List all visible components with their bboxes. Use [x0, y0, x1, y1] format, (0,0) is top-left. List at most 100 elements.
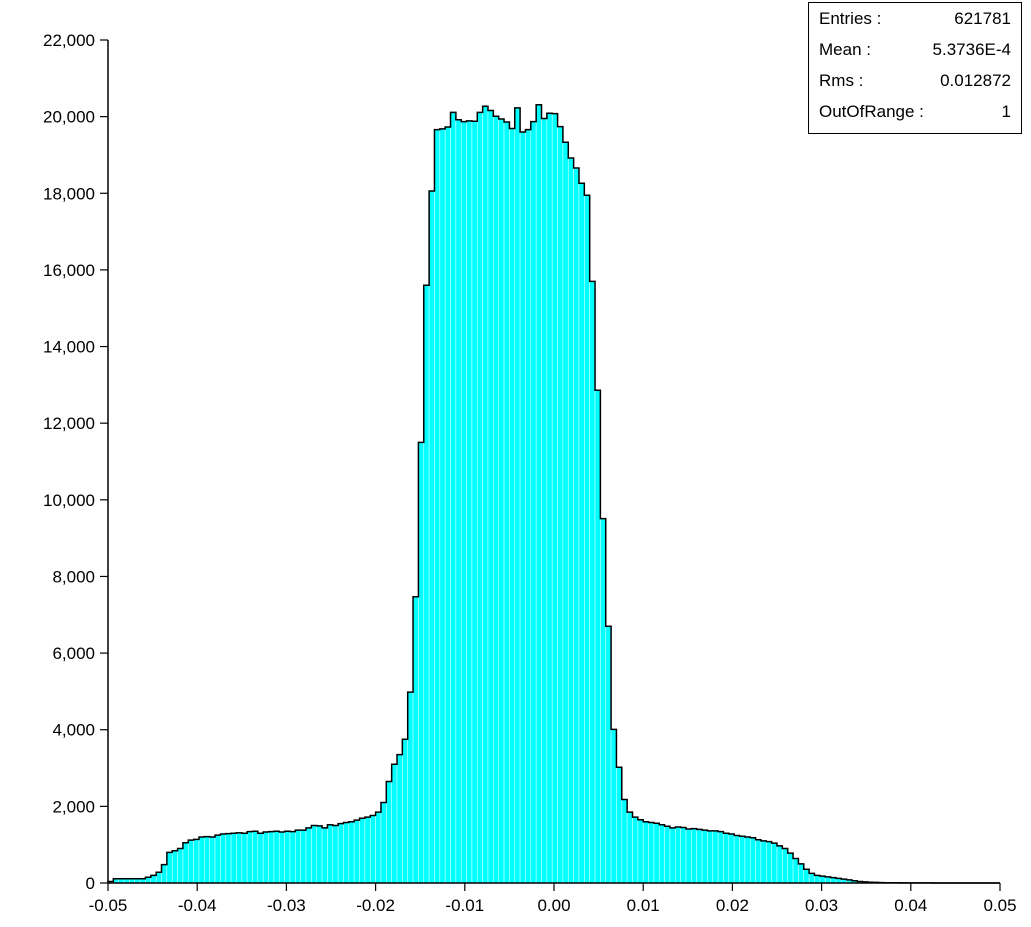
histogram-bar	[503, 121, 510, 884]
y-tick-label: 12,000	[43, 414, 95, 433]
histogram-bar	[364, 816, 371, 884]
histogram-bar	[664, 825, 671, 884]
x-axis-ticks: -0.05 -0.04 -0.03 -0.02 -0.01 0.00 0.01 0.02 0.0…	[89, 883, 1017, 915]
histogram-bar	[300, 829, 307, 884]
histogram-bar	[471, 120, 478, 884]
stats-entries-label: Entries :	[819, 9, 882, 28]
histogram-outline	[107, 104, 1000, 884]
histogram-bar	[182, 842, 189, 884]
histogram-bar	[439, 128, 446, 884]
histogram-bar	[712, 830, 719, 884]
stats-outofrange-label: OutOfRange :	[819, 102, 924, 121]
histogram-bar	[535, 104, 542, 884]
y-tick-label: 10,000	[43, 491, 95, 510]
histogram-bar	[814, 875, 821, 884]
stats-outofrange-row: OutOfRange : 1	[819, 102, 1011, 126]
histogram-bar	[289, 831, 296, 884]
stats-outofrange-value: 1	[1001, 102, 1011, 121]
histogram-bar	[616, 766, 623, 884]
histogram-bar	[252, 830, 259, 884]
histogram-bar	[680, 827, 687, 884]
histogram-bar	[198, 836, 205, 884]
histogram-bar	[675, 826, 681, 884]
y-tick-label: 8,000	[52, 567, 95, 586]
histogram-bar	[760, 840, 767, 884]
histogram-bar	[653, 822, 660, 884]
histogram-bar	[723, 832, 730, 884]
histogram-bar	[268, 831, 275, 884]
y-tick-label: 18,000	[43, 184, 95, 203]
histogram-bar	[696, 829, 703, 884]
histogram-bar	[444, 126, 451, 884]
histogram-bar	[177, 848, 184, 884]
histogram-bar	[803, 868, 810, 884]
histogram-bar	[589, 281, 596, 884]
histogram-bar	[220, 833, 227, 884]
histogram-bar	[407, 691, 414, 884]
histogram-bar	[246, 831, 253, 884]
histogram-bar	[600, 518, 607, 884]
histogram-bar	[648, 822, 655, 884]
histogram-bar	[776, 845, 783, 884]
x-tick-label: -0.05	[89, 896, 128, 915]
histogram-bar	[765, 841, 772, 884]
x-tick-label: 0.00	[537, 896, 570, 915]
histogram-bar	[739, 835, 746, 884]
x-tick-label: 0.02	[716, 896, 749, 915]
histogram-bar	[348, 821, 355, 884]
histogram-bar	[262, 831, 269, 884]
histogram-bar	[567, 157, 574, 884]
histogram-bar	[755, 839, 762, 884]
histogram-bar	[369, 815, 376, 884]
histogram-bar	[257, 832, 264, 884]
stats-rms-row: Rms : 0.012872	[819, 71, 1011, 95]
histogram-bar	[669, 827, 676, 884]
histogram-bar	[573, 167, 580, 884]
x-tick-label: 0.03	[805, 896, 838, 915]
x-tick-label: -0.04	[178, 896, 217, 915]
histogram-bar	[594, 389, 601, 884]
y-axis-ticks: 0 2,000 4,000 6,000 8,000 10,000 12,000 14,000 1…	[43, 31, 108, 893]
histogram-bar	[691, 828, 698, 884]
x-tick-label: 0.05	[983, 896, 1016, 915]
histogram-bar	[830, 877, 837, 884]
histogram-bar	[514, 107, 521, 884]
y-tick-label: 22,000	[43, 31, 95, 50]
histogram-bar	[798, 863, 805, 884]
histogram-bar	[428, 190, 435, 884]
histogram-bar	[519, 131, 526, 884]
histogram-bar	[455, 119, 462, 884]
y-tick-label: 16,000	[43, 261, 95, 280]
histogram-bar	[808, 873, 815, 884]
histogram-bar	[337, 823, 344, 884]
histogram-bar	[396, 754, 403, 884]
histogram-bar	[278, 831, 285, 884]
y-tick-label: 6,000	[52, 644, 95, 663]
x-tick-label: -0.03	[267, 896, 306, 915]
histogram-bar	[295, 829, 301, 884]
histogram-bar	[482, 105, 489, 884]
stats-mean-row: Mean : 5.3736E-4	[819, 40, 1011, 64]
histogram-bar	[819, 875, 826, 884]
histogram-bar	[460, 121, 467, 884]
histogram-bar	[584, 194, 590, 884]
y-tick-label: 20,000	[43, 108, 95, 127]
histogram-bar	[541, 118, 548, 884]
histogram-bar	[145, 876, 152, 884]
histogram-bar	[150, 875, 157, 884]
x-tick-label: 0.04	[894, 896, 927, 915]
histogram-bar	[658, 824, 665, 884]
histogram-bar	[824, 876, 831, 884]
histogram-bar	[193, 839, 200, 884]
statistics-box: Entries : 621781 Mean : 5.3736E-4 Rms : …	[808, 2, 1022, 134]
histogram-bar	[359, 817, 366, 884]
histogram-bar	[476, 112, 483, 884]
histogram-bar	[166, 852, 173, 884]
histogram-bar	[273, 830, 280, 884]
histogram-bar	[311, 825, 318, 884]
histogram-bar	[380, 802, 387, 884]
histogram-bar	[418, 442, 425, 884]
histogram-bar	[385, 781, 392, 884]
histogram-bar	[316, 825, 323, 884]
